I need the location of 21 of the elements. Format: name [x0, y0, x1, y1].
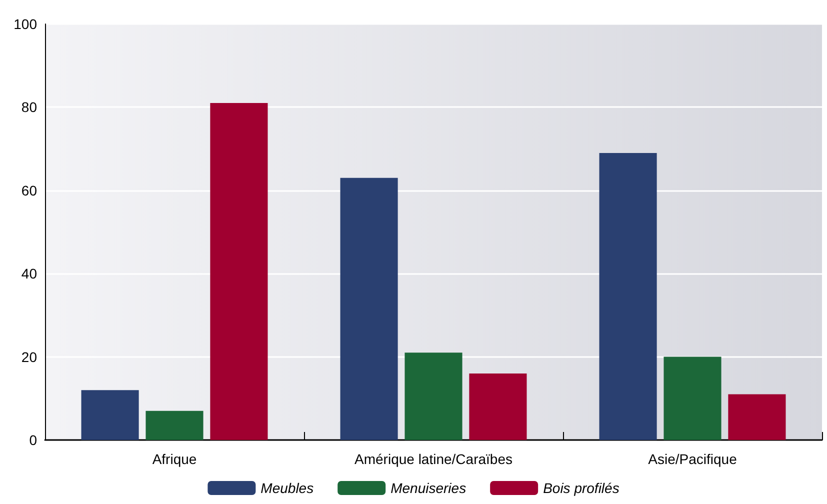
- bar: [146, 410, 204, 440]
- bar: [81, 390, 139, 440]
- y-tick-label: 80: [21, 99, 38, 116]
- y-tick-label: 40: [21, 266, 38, 282]
- y-tick-label: 0: [29, 432, 38, 448]
- y-tick-label: 100: [14, 16, 38, 32]
- legend-label: Bois profilés: [543, 480, 620, 496]
- bar: [210, 103, 268, 440]
- legend-label: Meubles: [260, 480, 314, 496]
- bar: [469, 373, 527, 440]
- y-tick-label: 20: [21, 348, 38, 365]
- x-tick-label: Amérique latine/Caraïbes: [354, 451, 512, 467]
- x-tick-label: Afrique: [152, 451, 197, 467]
- x-tick-label: Asie/Pacifique: [648, 451, 738, 467]
- bar: [340, 178, 398, 440]
- bar: [664, 356, 722, 440]
- legend-label: Menuiseries: [390, 480, 466, 496]
- y-tick-label: 60: [21, 182, 38, 198]
- bar: [599, 152, 657, 440]
- bar: [404, 352, 462, 440]
- bar: [728, 394, 786, 440]
